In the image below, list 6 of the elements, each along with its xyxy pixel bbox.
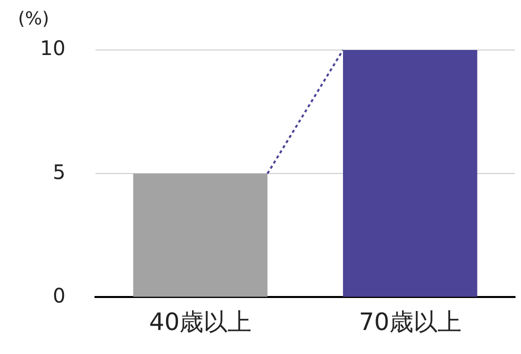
y-tick-label: 5	[52, 160, 66, 184]
x-tick-label: 40歳以上	[149, 308, 252, 336]
x-tick-label: 70歳以上	[358, 308, 462, 336]
y-axis-title: (%)	[18, 8, 50, 30]
y-tick-label: 10	[40, 36, 66, 60]
y-tick-label: 0	[52, 283, 66, 308]
